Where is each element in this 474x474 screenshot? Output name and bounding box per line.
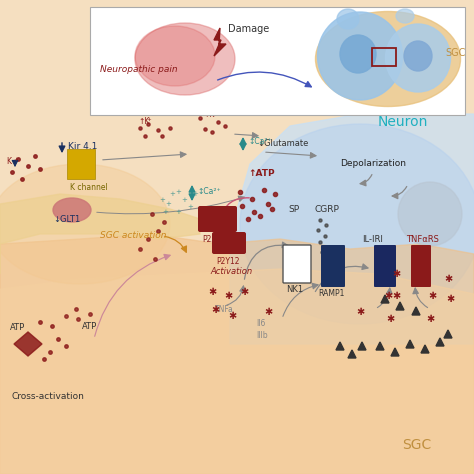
Text: TNFa: TNFa <box>215 305 234 314</box>
Text: SGC: SGC <box>402 438 431 452</box>
Text: +: + <box>165 201 171 207</box>
Text: +: + <box>13 157 18 162</box>
Text: ↓Glutamate: ↓Glutamate <box>257 139 309 148</box>
Circle shape <box>398 182 462 246</box>
Text: SGC: SGC <box>445 48 465 58</box>
Text: P2X7R: P2X7R <box>202 235 227 244</box>
Text: ✱: ✱ <box>228 311 236 321</box>
Text: ✱: ✱ <box>428 291 436 301</box>
Text: Kir 4.1: Kir 4.1 <box>68 142 97 151</box>
Text: ✱: ✱ <box>356 307 364 317</box>
Text: +: + <box>175 209 181 215</box>
Ellipse shape <box>385 24 450 92</box>
FancyBboxPatch shape <box>198 206 237 232</box>
Text: ✱: ✱ <box>392 291 400 301</box>
Text: IIIb: IIIb <box>256 331 268 340</box>
Text: ✱: ✱ <box>392 269 400 279</box>
Polygon shape <box>214 28 226 56</box>
Text: ATP: ATP <box>82 322 97 331</box>
Ellipse shape <box>240 124 474 324</box>
Text: TNFαRS: TNFαRS <box>406 235 439 244</box>
Text: +: + <box>169 191 175 197</box>
Text: ✱: ✱ <box>224 291 232 301</box>
Polygon shape <box>436 338 444 346</box>
FancyBboxPatch shape <box>411 245 431 287</box>
Text: +: + <box>175 189 181 195</box>
Polygon shape <box>348 350 356 358</box>
Polygon shape <box>391 348 399 356</box>
Text: P2Y12: P2Y12 <box>216 257 239 266</box>
Polygon shape <box>421 345 429 353</box>
Text: Damage: Damage <box>228 24 269 34</box>
Text: ✱: ✱ <box>386 314 394 324</box>
Text: +: + <box>211 110 216 115</box>
Text: ↕Ca²⁺: ↕Ca²⁺ <box>197 187 220 196</box>
Text: K channel: K channel <box>70 183 108 192</box>
Polygon shape <box>396 302 404 310</box>
FancyBboxPatch shape <box>90 7 465 115</box>
FancyBboxPatch shape <box>212 232 246 254</box>
FancyBboxPatch shape <box>321 245 345 287</box>
Ellipse shape <box>337 9 359 29</box>
FancyBboxPatch shape <box>374 245 396 287</box>
Ellipse shape <box>318 12 402 100</box>
Text: ↓GLT1: ↓GLT1 <box>53 215 80 224</box>
Text: ✱: ✱ <box>444 274 452 284</box>
Text: +: + <box>192 191 198 197</box>
Text: ↑K: ↑K <box>203 110 214 119</box>
Ellipse shape <box>316 11 461 107</box>
Text: ✱: ✱ <box>211 305 219 315</box>
Polygon shape <box>0 234 474 474</box>
Polygon shape <box>381 295 389 303</box>
Polygon shape <box>0 194 200 274</box>
Text: ✱: ✱ <box>426 314 434 324</box>
Text: K: K <box>6 157 11 166</box>
Text: ATP: ATP <box>10 323 25 332</box>
Ellipse shape <box>135 23 235 95</box>
Ellipse shape <box>135 26 215 86</box>
Text: +: + <box>187 204 193 210</box>
Text: NK1: NK1 <box>286 285 303 294</box>
Ellipse shape <box>396 9 414 23</box>
FancyBboxPatch shape <box>283 245 311 283</box>
Text: Il6: Il6 <box>256 319 265 328</box>
Text: CGRP: CGRP <box>315 205 340 214</box>
Text: RAMP1: RAMP1 <box>318 289 345 298</box>
Polygon shape <box>0 269 474 474</box>
Polygon shape <box>336 342 344 350</box>
Text: Cross-activation: Cross-activation <box>12 392 85 401</box>
Polygon shape <box>406 340 414 348</box>
Text: Depolarization: Depolarization <box>340 159 406 168</box>
Text: Neuron: Neuron <box>378 115 428 129</box>
Text: ✱: ✱ <box>384 291 392 301</box>
Ellipse shape <box>53 198 91 222</box>
Text: ↕Ca²⁺: ↕Ca²⁺ <box>248 137 272 146</box>
Polygon shape <box>14 332 42 356</box>
Polygon shape <box>230 114 474 344</box>
Text: ✱: ✱ <box>208 287 216 297</box>
Text: ↑K: ↑K <box>138 117 149 126</box>
Polygon shape <box>444 330 452 338</box>
Text: ✱: ✱ <box>446 294 454 304</box>
Text: ↑ATP: ↑ATP <box>248 169 274 178</box>
Text: IL-IRI: IL-IRI <box>362 235 383 244</box>
Text: +: + <box>146 117 151 122</box>
Text: SP: SP <box>288 205 299 214</box>
Text: ✱: ✱ <box>240 287 248 297</box>
Text: Activation: Activation <box>210 267 252 276</box>
Text: +: + <box>159 197 165 203</box>
Polygon shape <box>412 307 420 315</box>
Text: Neuropathic pain: Neuropathic pain <box>100 65 178 74</box>
Text: +: + <box>181 197 187 203</box>
Ellipse shape <box>340 35 376 73</box>
Text: SGC activation: SGC activation <box>100 231 166 240</box>
Text: +: + <box>162 209 168 215</box>
FancyBboxPatch shape <box>67 149 95 179</box>
Polygon shape <box>376 342 384 350</box>
Ellipse shape <box>0 164 170 284</box>
Ellipse shape <box>404 41 432 71</box>
Text: ✱: ✱ <box>264 307 272 317</box>
Polygon shape <box>358 342 366 350</box>
